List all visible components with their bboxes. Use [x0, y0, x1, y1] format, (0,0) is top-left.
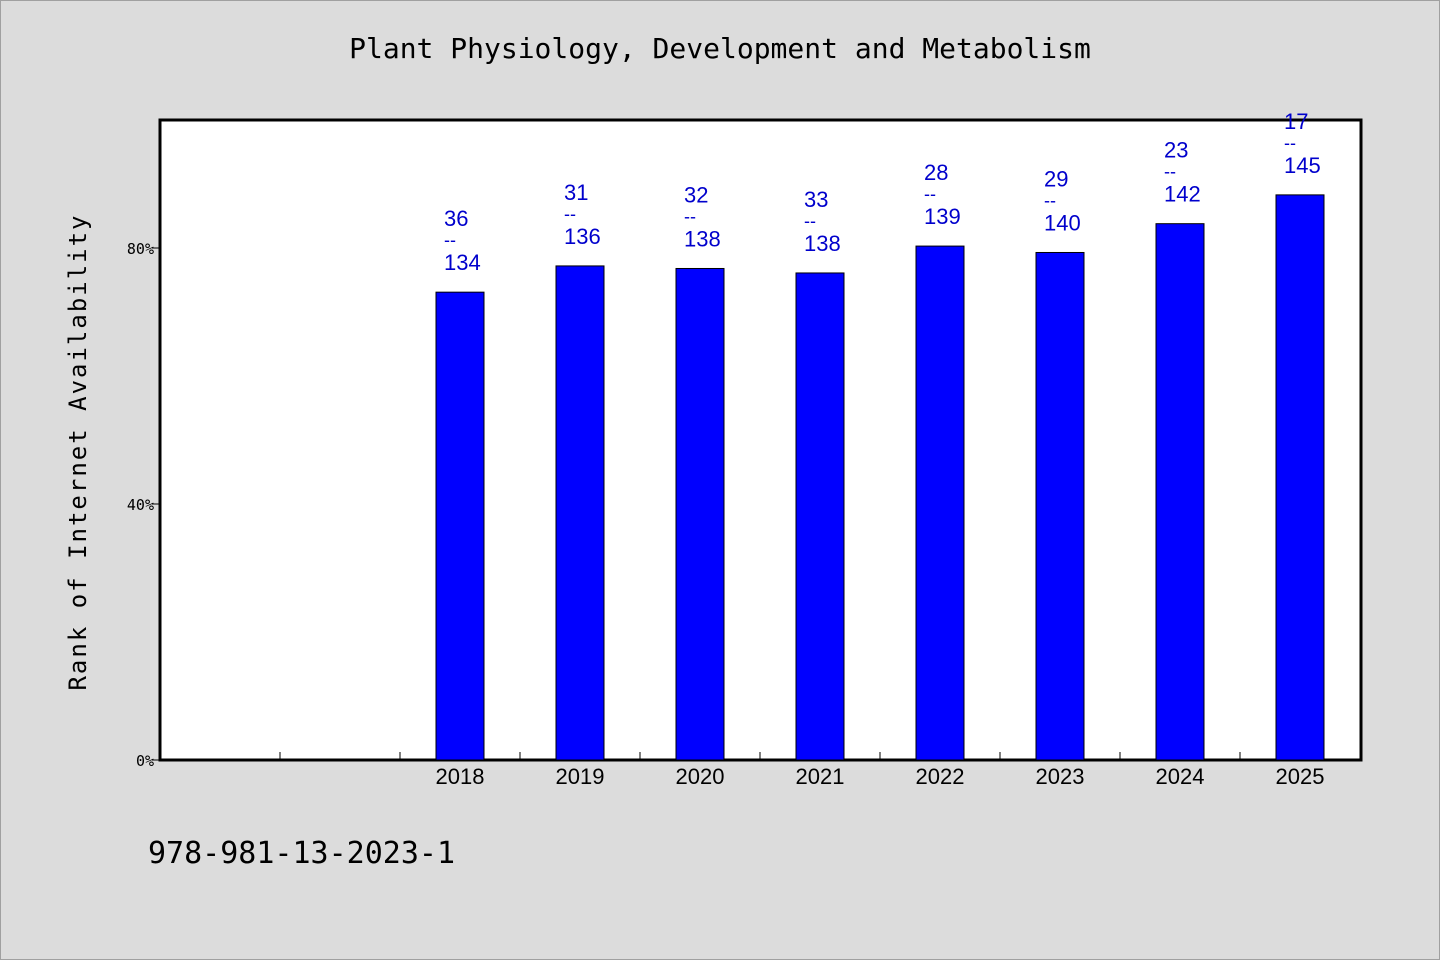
bar-total-label: 134 — [444, 250, 481, 275]
bar-rank-label: 28 — [924, 160, 948, 185]
x-tick-label: 2022 — [916, 764, 965, 789]
bar — [915, 245, 965, 761]
bar-total-label: 140 — [1044, 210, 1081, 235]
bar-total-label: 142 — [1164, 182, 1201, 207]
bar-rank-label: 23 — [1164, 138, 1188, 163]
bar-label-separator: -- — [444, 230, 456, 250]
y-tick-label: 80% — [127, 240, 154, 258]
bar — [795, 272, 845, 761]
bar-rank-label: 32 — [684, 182, 708, 207]
bar-label-separator: -- — [924, 184, 936, 204]
bar — [1275, 194, 1325, 761]
x-tick-label: 2018 — [436, 764, 485, 789]
bar-rank-label: 17 — [1284, 109, 1308, 134]
bar — [555, 265, 605, 761]
bar — [1035, 251, 1085, 761]
bar-label-separator: -- — [1284, 133, 1296, 153]
bar-rank-label: 29 — [1044, 166, 1068, 191]
isbn-label: 978-981-13-2023-1 — [148, 836, 456, 871]
x-tick-label: 2021 — [796, 764, 845, 789]
bar-rank-label: 31 — [564, 180, 588, 205]
bar-rank-label: 33 — [804, 187, 828, 212]
x-tick-label: 2023 — [1036, 764, 1085, 789]
bar-label-separator: -- — [1044, 190, 1056, 210]
bar-label-separator: -- — [684, 206, 696, 226]
bar — [675, 267, 725, 761]
bar-total-label: 136 — [564, 224, 601, 249]
bar-rank-label: 36 — [444, 206, 468, 231]
x-tick-label: 2019 — [556, 764, 605, 789]
bar-label-separator: -- — [564, 204, 576, 224]
y-tick-label: 0% — [136, 752, 154, 770]
x-tick-label: 2024 — [1156, 764, 1205, 789]
bar-total-label: 138 — [684, 226, 721, 251]
bar-total-label: 138 — [804, 231, 841, 256]
bar-total-label: 139 — [924, 204, 961, 229]
bar-label-separator: -- — [804, 211, 816, 231]
y-tick-label: 40% — [127, 496, 154, 514]
bar — [1155, 223, 1205, 761]
bar-label-separator: -- — [1164, 162, 1176, 182]
x-tick-label: 2025 — [1276, 764, 1325, 789]
chart-title: Plant Physiology, Development and Metabo… — [349, 32, 1091, 65]
x-tick-label: 2020 — [676, 764, 725, 789]
bar — [435, 291, 485, 761]
bar-total-label: 145 — [1284, 153, 1321, 178]
